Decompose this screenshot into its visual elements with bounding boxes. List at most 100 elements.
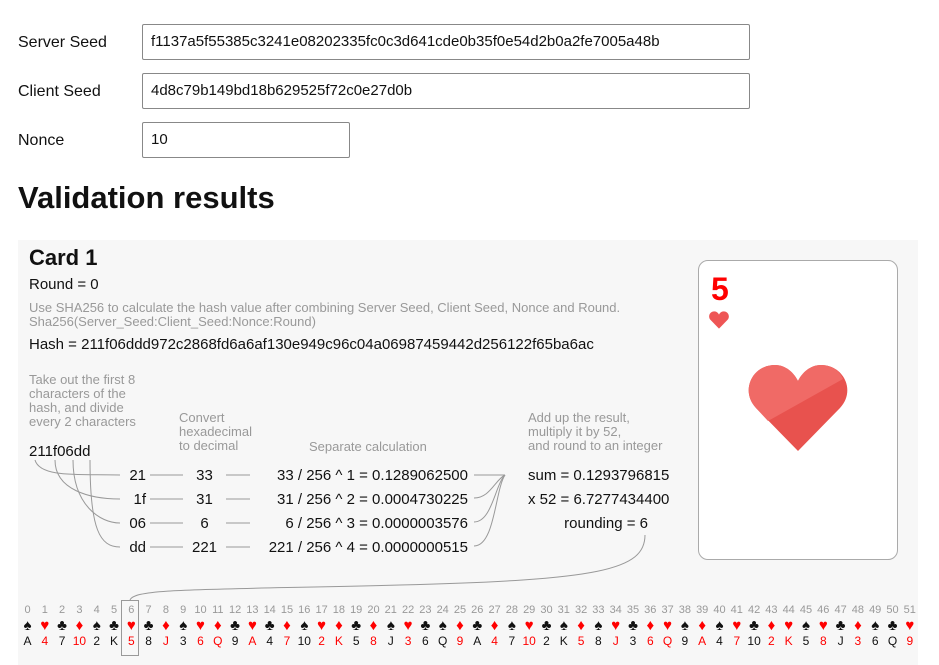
calculation-value: 33 / 256 ^ 1 = 0.1289062500 <box>277 467 468 484</box>
card-index: 28 <box>505 604 519 616</box>
spade-icon: ♠ <box>179 617 188 634</box>
hex-pair: 21 <box>129 467 146 484</box>
club-icon: ♣ <box>351 617 362 634</box>
diamond-icon: ♦ <box>283 617 291 634</box>
card-rank-label: 7 <box>58 634 66 648</box>
card-rank-label: J <box>387 634 394 648</box>
card-index: 22 <box>401 604 415 616</box>
result-card: 5 <box>698 260 898 560</box>
calculation-value: 6 / 256 ^ 3 = 0.0000003576 <box>285 515 468 532</box>
card-rank-label: 9 <box>456 634 464 648</box>
step1-line: characters of the <box>29 386 126 401</box>
hint-line-1: Use SHA256 to calculate the hash value a… <box>29 300 621 315</box>
card-rank-label: 4 <box>491 634 498 648</box>
server-seed-label: Server Seed <box>18 34 107 51</box>
heart-icon: ♥ <box>403 617 413 634</box>
card-index: 34 <box>609 604 622 616</box>
step1-line: hash, and divide <box>29 400 124 415</box>
card-rank-label: K <box>109 634 118 648</box>
card-rank-label: 4 <box>716 634 723 648</box>
spade-icon: ♠ <box>871 617 880 634</box>
card-index: 38 <box>678 604 692 616</box>
heart-icon: ♥ <box>905 617 915 634</box>
step1-line: Take out the first 8 <box>29 372 136 387</box>
spade-icon: ♠ <box>438 617 447 634</box>
step4-text: Add up the result, multiply it by 52, an… <box>528 411 662 453</box>
card-index: 49 <box>869 604 882 616</box>
card-index: 50 <box>886 604 899 616</box>
step3-text: Separate calculation <box>309 439 427 454</box>
card-index: 29 <box>523 604 536 616</box>
client-seed-label: Client Seed <box>18 83 101 100</box>
step2-text: Convert hexadecimal to decimal <box>179 411 252 453</box>
decimal-value: 6 <box>200 515 209 532</box>
card-rank-label: 9 <box>231 634 239 648</box>
calculation-value: 221 / 256 ^ 4 = 0.0000000515 <box>268 539 468 556</box>
card-rank-label: 6 <box>422 634 429 648</box>
heart-icon: ♥ <box>317 617 327 634</box>
card-rank-label: 9 <box>906 634 914 648</box>
club-icon: ♣ <box>143 617 154 634</box>
sum-text: sum = 0.1293796815 <box>528 467 670 484</box>
server-seed-input[interactable]: f1137a5f55385c3241e08202335fc0c3d641cde0… <box>142 24 750 60</box>
step4-line: and round to an integer <box>528 438 663 453</box>
step4-line: multiply it by 52, <box>528 424 622 439</box>
hex-pair: 06 <box>129 515 146 532</box>
card-rank-label: 3 <box>854 634 862 648</box>
diamond-icon: ♦ <box>335 617 343 634</box>
heart-icon: ♥ <box>732 617 742 634</box>
diamond-icon: ♦ <box>75 617 84 634</box>
card-index: 26 <box>471 604 484 616</box>
nonce-input[interactable]: 10 <box>142 122 350 158</box>
card-rank-label: 5 <box>127 634 135 648</box>
card-rank: 5 <box>711 271 729 307</box>
card-index: 27 <box>488 604 501 616</box>
club-icon: ♣ <box>109 617 119 634</box>
card-index: 19 <box>350 604 363 616</box>
card-rank-label: 4 <box>266 634 274 648</box>
client-seed-input[interactable]: 4d8c79b149bd18b629525f72c0e27d0b <box>142 73 750 109</box>
card-index: 40 <box>713 604 726 616</box>
club-icon: ♣ <box>749 617 760 634</box>
card-rank-label: 6 <box>197 634 204 648</box>
heart-icon: ♥ <box>663 617 673 634</box>
card-index: 44 <box>782 604 795 616</box>
card-rank-label: 8 <box>819 634 827 648</box>
step4-line: Add up the result, <box>528 410 630 425</box>
card-index: 47 <box>834 604 847 616</box>
card-rank-label: 6 <box>871 634 879 648</box>
card-rank-label: 7 <box>508 634 516 648</box>
card-index: 25 <box>453 604 467 616</box>
card-index: 21 <box>384 604 397 616</box>
first-8-chars: 211f06dd <box>29 443 91 460</box>
round-text: Round = 0 <box>29 276 99 293</box>
decimal-value: 221 <box>191 539 218 556</box>
card-rank-label: A <box>23 634 32 648</box>
selected-card-highlight <box>121 600 139 656</box>
small-heart-icon <box>709 311 729 329</box>
spade-icon: ♠ <box>386 617 395 634</box>
card-index: 20 <box>367 604 380 616</box>
card-index: 9 <box>180 604 187 616</box>
card-index: 2 <box>59 604 66 616</box>
card-index: 12 <box>228 604 242 616</box>
calculation-value: 31 / 256 ^ 2 = 0.0004730225 <box>277 491 468 508</box>
card-rank-label: 7 <box>733 634 741 648</box>
step2-line: Convert <box>179 410 225 425</box>
hash-text: Hash = 211f06ddd972c2868fd6a6af130e949c9… <box>29 336 594 353</box>
spade-icon: ♠ <box>92 617 101 634</box>
card-index: 46 <box>817 604 830 616</box>
diamond-icon: ♦ <box>698 617 707 634</box>
diamond-icon: ♦ <box>162 617 170 634</box>
heart-icon: ♥ <box>784 617 794 634</box>
card-rank-label: A <box>473 634 482 648</box>
card-rank-label: 2 <box>93 634 101 648</box>
card-rank-label: K <box>784 634 793 648</box>
club-icon: ♣ <box>628 617 638 634</box>
club-icon: ♣ <box>541 617 552 634</box>
heart-icon: ♥ <box>126 617 136 634</box>
card-index: 30 <box>540 604 553 616</box>
card-rank-label: 3 <box>404 634 412 648</box>
card-index: 45 <box>799 604 813 616</box>
card-index: 15 <box>280 604 294 616</box>
